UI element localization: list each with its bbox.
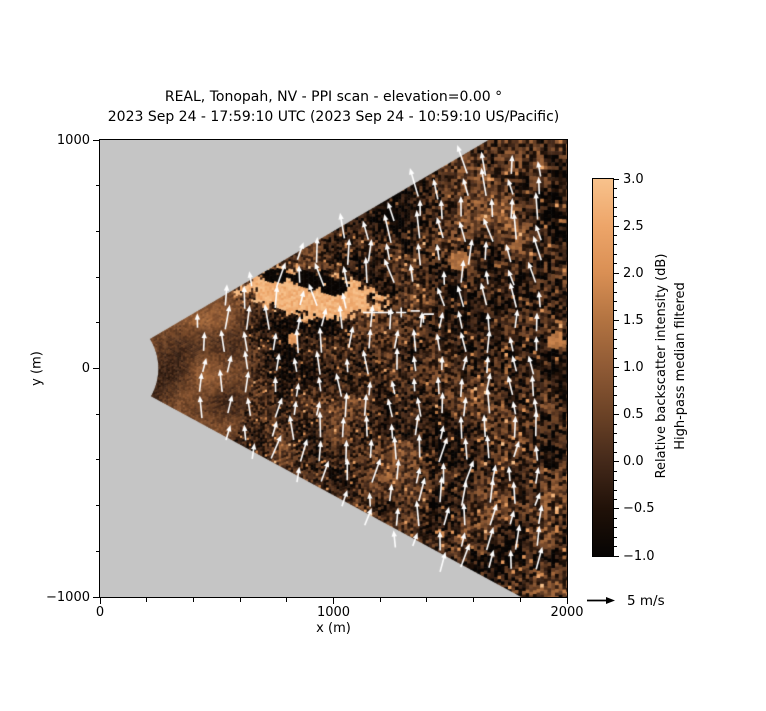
colorbar-tick-label: 2.5	[623, 218, 644, 234]
reference-vector-label: 5 m/s	[627, 593, 665, 609]
x-minor-tick	[473, 598, 475, 602]
y-tick-label: −1000	[46, 589, 90, 605]
colorbar-label: Relative backscatter intensity (dB) High…	[652, 186, 690, 546]
colorbar-minor-tick	[613, 432, 617, 434]
colorbar-minor-tick	[613, 357, 617, 359]
colorbar-minor-tick	[613, 187, 617, 189]
colorbar-minor-tick	[613, 470, 617, 472]
y-tick	[93, 368, 99, 369]
y-minor-tick	[95, 185, 99, 187]
colorbar-tick-label: 0.0	[623, 454, 644, 470]
y-tick	[93, 139, 99, 141]
y-minor-tick	[95, 322, 99, 324]
colorbar: 3.0 2.5 2.0 1.5 1.0 0.5 0.0 −0.5 −1.0	[592, 172, 655, 564]
colorbar-minor-tick	[613, 527, 617, 529]
x-minor-tick	[426, 598, 428, 602]
x-tick-label: 2000	[550, 605, 584, 620]
colorbar-tick-label: −0.5	[623, 501, 655, 517]
colorbar-minor-tick	[613, 244, 617, 246]
colorbar-tick	[613, 414, 619, 416]
colorbar-minor-tick	[613, 291, 617, 293]
plot-subtitle: 2023 Sep 24 - 17:59:10 UTC (2023 Sep 24 …	[107, 109, 560, 125]
colorbar-tick	[613, 272, 619, 274]
colorbar-tick-label: 2.0	[623, 265, 644, 281]
colorbar-minor-tick	[613, 536, 617, 538]
plot-title: REAL, Tonopah, NV - PPI scan - elevation…	[164, 89, 503, 105]
colorbar-tick-label: 3.0	[623, 171, 644, 187]
x-tick-label: 0	[95, 605, 105, 620]
colorbar-minor-tick	[613, 423, 617, 425]
colorbar-minor-tick	[613, 235, 617, 237]
y-tick-label: 0	[81, 361, 90, 376]
colorbar-label-line2: High-pass median filtered	[673, 282, 688, 450]
colorbar-minor-tick	[613, 329, 617, 331]
colorbar-label-line1: Relative backscatter intensity (dB)	[654, 253, 669, 479]
colorbar-minor-tick	[613, 197, 617, 199]
x-minor-tick	[192, 598, 194, 602]
colorbar-minor-tick	[613, 301, 617, 303]
y-axis-label: y (m)	[29, 351, 45, 386]
y-minor-tick	[95, 459, 99, 461]
colorbar-tick	[613, 225, 619, 227]
x-minor-tick	[286, 598, 288, 602]
colorbar-minor-tick	[613, 480, 617, 482]
colorbar-minor-tick	[613, 517, 617, 519]
x-minor-tick	[519, 598, 521, 602]
colorbar-tick	[613, 508, 619, 510]
colorbar-tick-label: 1.5	[623, 312, 644, 328]
reference-vector-arrow-icon	[587, 597, 615, 604]
colorbar-minor-tick	[613, 395, 617, 397]
y-tick-label: 1000	[56, 132, 90, 148]
x-minor-tick	[146, 598, 148, 602]
colorbar-tick	[613, 367, 619, 368]
colorbar-minor-tick	[613, 282, 617, 284]
colorbar-minor-tick	[613, 489, 617, 491]
y-tick	[93, 596, 99, 598]
colorbar-minor-tick	[613, 338, 617, 340]
colorbar-tick	[613, 319, 619, 321]
ppi-scan-canvas	[100, 140, 567, 597]
y-minor-tick	[95, 413, 99, 415]
colorbar-minor-tick	[613, 442, 617, 444]
colorbar-minor-tick	[613, 451, 617, 453]
x-tick	[566, 598, 568, 604]
x-tick-label: 1000	[316, 605, 351, 620]
colorbar-tick	[613, 178, 619, 180]
y-minor-tick	[95, 230, 99, 232]
colorbar-tick	[613, 555, 619, 557]
colorbar-minor-tick	[613, 404, 617, 406]
colorbar-minor-tick	[613, 310, 617, 312]
x-tick	[333, 598, 334, 604]
axes-area: 0 1000 2000 −1000 0 1000	[46, 133, 584, 621]
x-axis-label: x (m)	[316, 621, 351, 636]
colorbar-tick-label: 1.0	[623, 360, 644, 375]
colorbar-tick-label: 0.5	[623, 407, 644, 423]
colorbar-gradient	[593, 179, 613, 556]
colorbar-minor-tick	[613, 385, 617, 387]
colorbar-minor-tick	[613, 376, 617, 378]
x-minor-tick	[239, 598, 241, 602]
y-minor-tick	[95, 550, 99, 552]
colorbar-minor-tick	[613, 263, 617, 265]
colorbar-tick-label: −1.0	[623, 548, 655, 564]
colorbar-minor-tick	[613, 253, 617, 255]
x-tick	[99, 598, 101, 604]
y-minor-tick	[95, 505, 99, 507]
x-minor-tick	[379, 598, 381, 602]
colorbar-tick	[613, 461, 619, 463]
colorbar-minor-tick	[613, 546, 617, 548]
colorbar-minor-tick	[613, 206, 617, 208]
colorbar-minor-tick	[613, 348, 617, 350]
colorbar-minor-tick	[613, 498, 617, 500]
y-minor-tick	[95, 276, 99, 278]
colorbar-minor-tick	[613, 216, 617, 218]
